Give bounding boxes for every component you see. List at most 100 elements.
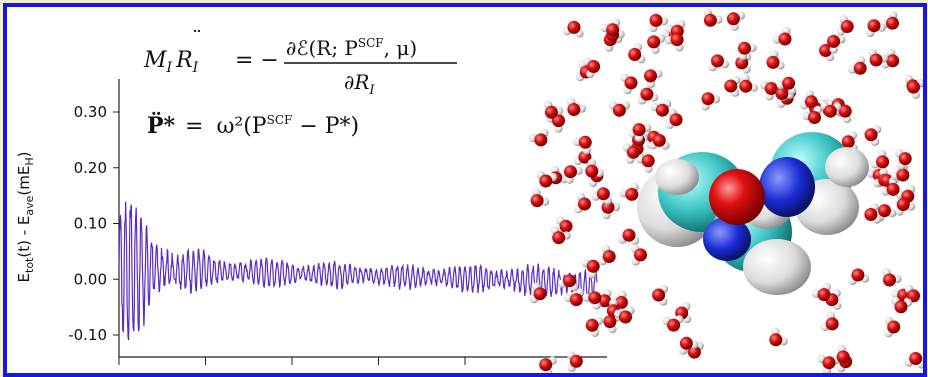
water-molecule [827,34,846,54]
series-line [118,201,598,341]
water-molecule [864,125,882,146]
water-molecule [628,42,646,64]
water-molecule [868,48,889,67]
svg-text:P̈*: P̈* [147,113,176,139]
svg-text:∂RI: ∂RI [344,70,375,98]
solute-molecule [637,132,869,295]
water-molecule [882,268,902,287]
water-molecule [649,13,669,33]
water-molecule [598,244,616,266]
water-molecule [866,19,886,38]
water-molecule [574,192,591,214]
water-molecule [891,296,913,314]
y-tick-label: 0.00 [74,270,107,288]
water-molecule [528,128,549,147]
water-molecule [585,316,604,337]
water-molecule [644,69,663,89]
water-molecule [907,79,923,100]
svg-text:¨: ¨ [192,26,202,50]
water-molecule [601,200,621,220]
water-molecule [566,351,583,372]
water-molecule [904,352,923,369]
water-molecule [759,80,778,101]
water-molecule [591,187,612,205]
water-molecule [564,288,584,307]
equation-density: P̈* = ω²(PSCF − P*) [147,113,359,139]
svg-text:= ω²(PSCF − P*): = ω²(PSCF − P*) [185,113,359,139]
water-molecule [848,268,870,286]
water-molecule [848,56,867,75]
water-molecule [581,259,600,279]
water-molecule [632,123,652,142]
water-molecule [870,149,890,169]
water-molecule [562,20,584,38]
equation-md: MI RI ¨ = − ∂ℰ(R; PSCF, μ) ∂RI [143,26,457,98]
water-molecule [662,315,684,332]
water-molecule [539,356,557,373]
water-molecule [544,100,564,119]
water-molecule [772,26,792,46]
water-molecule [567,97,587,116]
water-molecule [620,73,638,95]
water-molecule [776,76,797,95]
water-molecule [648,133,670,150]
water-molecule [895,149,912,170]
water-molecule [618,228,640,245]
water-molecule [836,15,854,36]
water-molecule [583,57,601,78]
water-molecule [614,306,635,324]
water-molecule [652,284,669,306]
water-molecule [557,274,579,292]
y-tick-label: 0.30 [74,103,107,121]
water-molecule [769,327,788,347]
water-molecule [881,48,900,69]
water-molecule [708,54,729,72]
water-molecule [664,33,684,52]
water-molecule [637,87,659,105]
water-molecule [585,158,604,178]
solvated-molecule-image [528,8,923,373]
water-molecule [631,244,647,266]
water-molecule [724,76,741,97]
y-tick-label: -0.10 [68,326,107,344]
water-molecule [609,101,630,117]
y-axis-label: Etot(t) - Eave(mEH) [15,152,36,283]
energy-chart: 0.30 0.20 0.10 0.00 -0.10 Etot(t) - Eave(mEH… [15,26,607,365]
water-molecule [582,291,602,310]
figure-frame: 0.30 0.20 0.10 0.00 -0.10 Etot(t) - Eave(mEH… [3,3,927,377]
water-molecule [679,336,699,355]
water-molecule [738,41,757,61]
water-molecule [895,198,916,216]
water-molecule [636,154,655,173]
water-molecule [884,316,901,338]
water-molecule [726,11,745,31]
water-molecule [619,182,639,201]
water-molecule [600,18,621,37]
water-molecule [800,89,818,110]
water-molecule [817,354,836,373]
water-molecule [530,188,550,208]
y-tick-label: 0.10 [74,215,107,233]
water-molecule [831,344,850,365]
y-tick-label: 0.20 [74,159,107,177]
water-molecule [739,74,758,93]
water-molecule [766,50,785,70]
svg-text:∂ℰ(R; PSCF, μ): ∂ℰ(R; PSCF, μ) [286,36,417,60]
water-molecule [665,108,683,129]
water-molecule [647,34,666,54]
water-molecule [622,143,640,164]
water-molecule [573,135,592,155]
water-molecule [701,92,721,111]
water-molecule [820,101,842,118]
water-molecule [881,177,900,196]
water-molecule [811,282,831,302]
water-molecule [703,8,723,27]
water-molecules [528,8,923,373]
water-molecule [864,203,882,224]
water-molecule [650,99,672,117]
water-molecule [536,170,558,188]
water-molecule [820,311,839,332]
water-molecule [529,282,547,304]
water-molecule [550,226,571,245]
